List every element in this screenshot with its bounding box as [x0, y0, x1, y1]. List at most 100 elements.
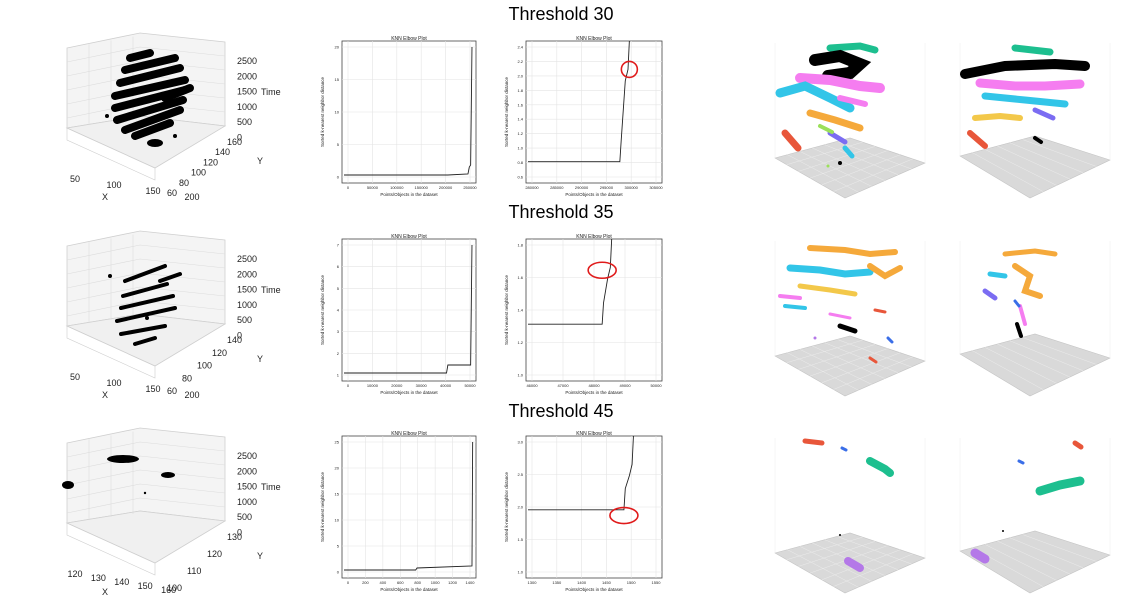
y-tick-label: 1.6	[517, 102, 523, 107]
y-tick-label: 7	[337, 243, 340, 248]
grid-line	[66, 300, 226, 317]
y-tick-label: 1.0	[517, 146, 523, 151]
cluster-7	[818, 124, 834, 134]
row-title-threshold-35: Threshold 35	[508, 202, 614, 222]
x-tick-label: 1450	[602, 580, 612, 585]
point-cluster	[131, 119, 174, 140]
x-tick-label: 150	[138, 581, 153, 591]
x-tick-label: 120	[67, 569, 82, 579]
x-tick-label: 49000	[619, 383, 631, 388]
cluster-8	[972, 112, 1023, 121]
y-tick-label: 100	[197, 361, 212, 371]
y-tick-label: 1.0	[517, 373, 523, 378]
floor-grid	[1009, 537, 1084, 569]
cluster-view-row-2-a	[774, 241, 926, 397]
x-tick-label: 1400	[577, 580, 587, 585]
cluster-1	[1035, 476, 1085, 496]
z-tick-label: 1500	[237, 285, 257, 295]
cluster-1	[866, 457, 894, 477]
point-cluster	[116, 64, 184, 87]
x-tick-label: 300000	[625, 185, 639, 190]
point	[105, 114, 109, 118]
plot-frame	[525, 40, 663, 184]
point-cluster	[111, 76, 189, 100]
z-tick-label: 500	[237, 315, 252, 325]
grid-line	[66, 497, 226, 514]
x-tick-label: 1400	[466, 580, 476, 585]
y-tick-label: 25	[335, 440, 340, 445]
x-axis-label: X	[102, 192, 108, 202]
grid-line	[66, 483, 226, 500]
y-tick-label: 2.4	[517, 45, 523, 50]
cluster-4	[867, 263, 903, 280]
cluster-10	[844, 557, 864, 572]
plot-title: KNN Elbow Plot	[576, 431, 612, 437]
back-pane	[66, 427, 226, 524]
floor-grid	[1009, 142, 1084, 174]
cluster-6	[1032, 107, 1056, 121]
y-tick-label: 10	[335, 518, 340, 523]
knn-zoom-row-2: KNN Elbow Plot 46000 47000 48000 49000 50000 1…	[504, 234, 663, 395]
z-tick-label: 0	[237, 331, 242, 341]
cluster-5	[1072, 440, 1084, 450]
floor-grid	[1022, 139, 1097, 167]
cluster-0	[1033, 136, 1043, 144]
z-tick-label: 500	[237, 117, 252, 127]
floor-plane	[774, 335, 926, 397]
x-tick-label: 1000	[431, 580, 441, 585]
y-tick-label: 130	[227, 532, 242, 542]
cluster-2	[1018, 304, 1027, 326]
z-tick-label: 1500	[237, 482, 257, 492]
clusters	[982, 248, 1058, 338]
z-tick-label: 1500	[237, 87, 257, 97]
z-axis-label: Time	[261, 285, 281, 295]
y-axis-label: Y	[257, 551, 263, 561]
elbow-curve	[528, 435, 634, 511]
grid-line	[66, 469, 226, 486]
cluster-9	[840, 446, 848, 452]
point	[1002, 530, 1004, 532]
y-tick-label: 1.5	[517, 537, 523, 542]
x-tick-label: 1350	[552, 580, 562, 585]
y-axis-label: Sorted k-nearest neighbor distance	[504, 471, 509, 542]
cluster-2	[778, 294, 802, 300]
y-axis-label: Y	[257, 156, 263, 166]
point-cluster	[133, 336, 157, 346]
cluster-3	[783, 304, 807, 310]
clusters	[802, 438, 894, 572]
plot-frame	[341, 435, 477, 579]
scatter3d-row-2: 25002000150010005000Time50100150200X1401…	[65, 230, 281, 400]
y-tick-label: 1.8	[517, 88, 523, 93]
y-tick-label: 80	[179, 178, 189, 188]
point-cluster	[115, 306, 177, 323]
y-tick-label: 0.8	[517, 160, 523, 165]
y-tick-label: 3	[337, 329, 340, 334]
scatter-points	[108, 264, 182, 346]
knn-full-row-1: KNN Elbow Plot 0 50000 100000 150000 200000 25…	[320, 36, 477, 197]
scatter-points	[62, 455, 175, 495]
y-tick-label: 80	[182, 373, 192, 383]
floor-grid	[833, 553, 913, 587]
y-tick-label: 1.4	[517, 308, 523, 313]
y-tick-label: 20	[335, 45, 340, 50]
plot-title: KNN Elbow Plot	[391, 234, 427, 240]
y-tick-label: 140	[227, 335, 242, 345]
cluster-9	[1017, 459, 1025, 465]
knn-zoom-row-1: KNN Elbow Plot 280000 285000 290000 295000 30…	[504, 36, 663, 197]
y-tick-label: 100	[167, 583, 182, 593]
cluster-3	[786, 264, 874, 278]
x-tick-label: 150000	[415, 185, 429, 190]
elbow-curve	[344, 46, 473, 176]
floor-grid	[1009, 340, 1084, 372]
y-axis-label: Sorted k-nearest neighbor distance	[320, 274, 325, 345]
plot-title: KNN Elbow Plot	[576, 36, 612, 42]
y-tick-label: 3.0	[517, 440, 523, 445]
x-axis-label: Points/Objects in the dataset	[565, 587, 623, 592]
floor-grid	[984, 149, 1057, 186]
cluster-view-row-1-a	[774, 42, 926, 199]
cluster-3	[981, 92, 1069, 108]
x-tick-label: 250000	[463, 185, 477, 190]
y-tick-label: 120	[203, 157, 218, 167]
z-tick-label: 1000	[237, 102, 257, 112]
elbow-highlight-circle	[587, 261, 617, 280]
